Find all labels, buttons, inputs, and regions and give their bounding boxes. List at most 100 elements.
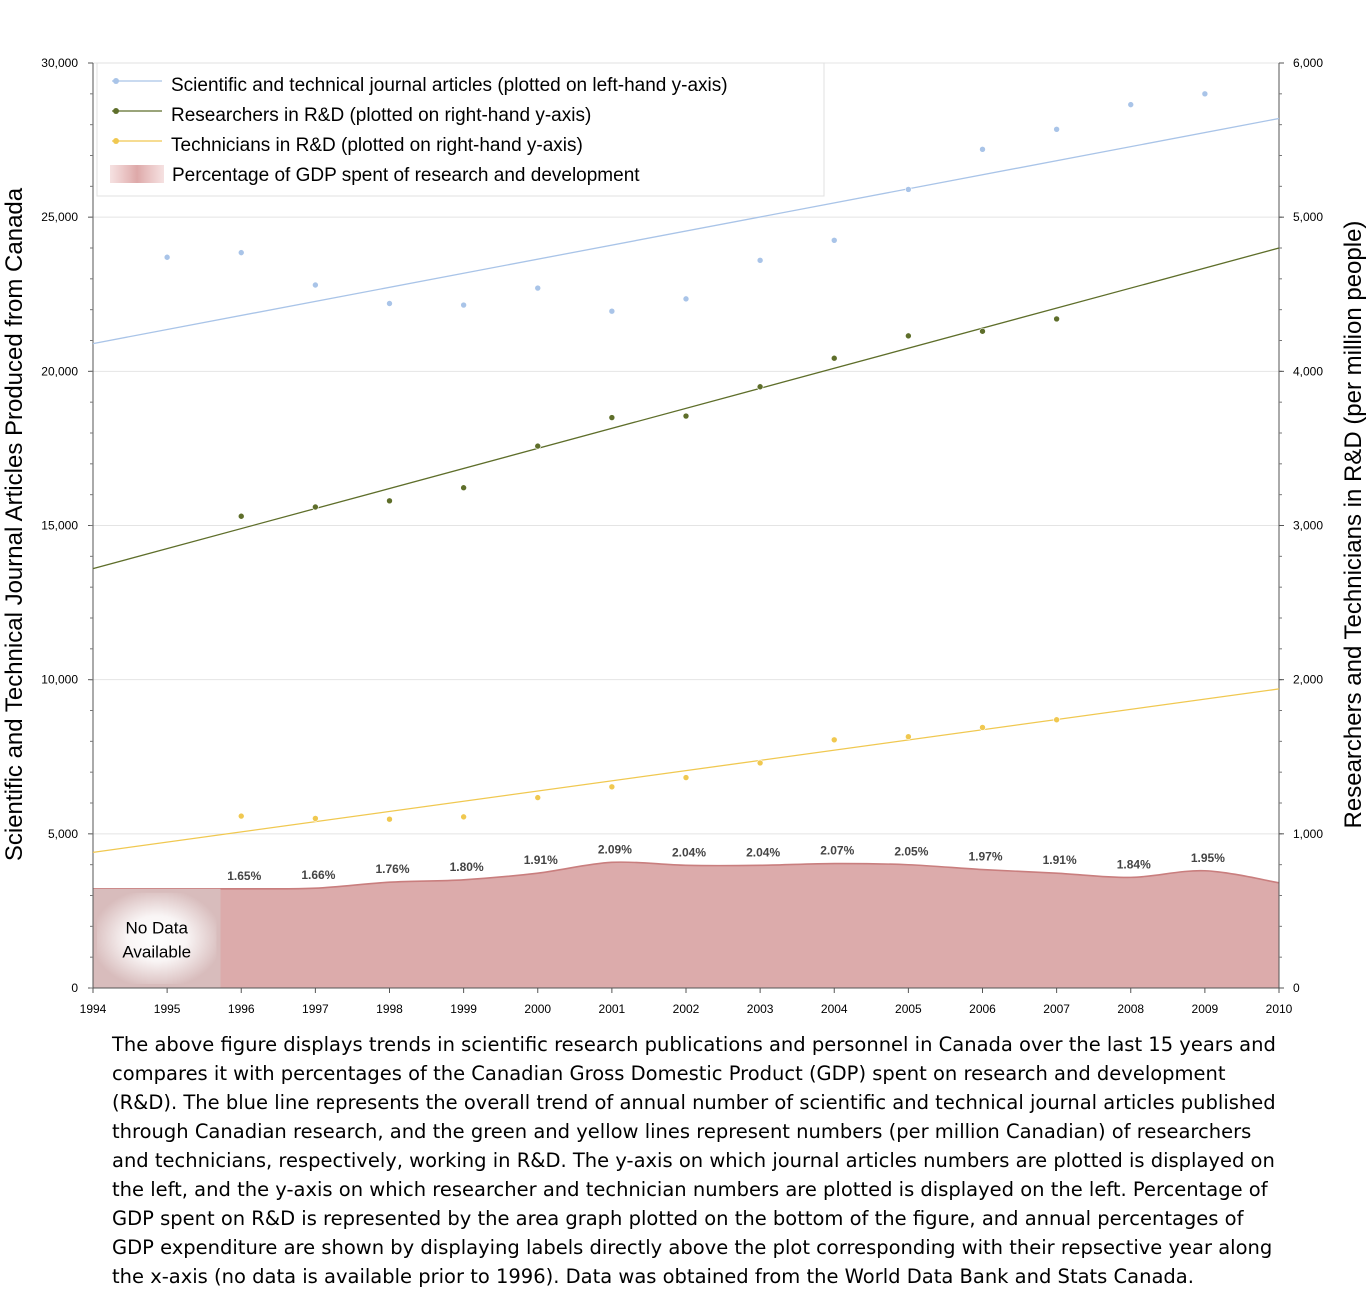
- left-tick-label: 5,000: [48, 827, 78, 841]
- left-axis-title: Scientific and Technical Journal Article…: [1, 187, 28, 861]
- data-point: [312, 281, 319, 289]
- data-point: [830, 236, 838, 244]
- chart: No Data Available 0 5,000 10,000 15,000 20,00…: [1, 56, 1367, 1016]
- data-point: [1127, 101, 1135, 108]
- data-point: [830, 354, 838, 362]
- data-point: [830, 736, 838, 744]
- data-point: [756, 257, 764, 264]
- data-point: [1201, 90, 1209, 98]
- trendline: [92, 688, 1280, 853]
- legend-label: Scientific and technical journal article…: [171, 75, 728, 96]
- data-point: [460, 484, 467, 492]
- x-tick-label: 2006: [969, 1002, 996, 1016]
- right-tick-label: 1,000: [1293, 827, 1323, 841]
- data-point: [682, 295, 690, 303]
- legend-swatch-area: [110, 165, 164, 183]
- gdp-percent-label: 1.66%: [301, 868, 335, 882]
- x-tick-label: 2002: [673, 1002, 700, 1016]
- legend-marker: [113, 138, 119, 144]
- gdp-percent-label: 1.97%: [968, 850, 1002, 864]
- legend-label: Percentage of GDP spent of research and …: [172, 165, 640, 186]
- gdp-area-series: No Data Available: [92, 861, 1280, 988]
- data-point: [534, 794, 542, 801]
- x-tick-label: 2003: [747, 1002, 774, 1016]
- data-point: [979, 724, 986, 731]
- no-data-glow: [97, 892, 217, 984]
- trendline: [92, 247, 1280, 570]
- data-point: [237, 512, 245, 520]
- data-point: [682, 774, 690, 781]
- left-tick-label: 10,000: [41, 673, 78, 687]
- right-tick-label: 3,000: [1293, 519, 1323, 533]
- left-tick-label: 20,000: [41, 364, 78, 378]
- right-tick-label: 6,000: [1293, 56, 1323, 70]
- gdp-percent-label: 1.91%: [524, 853, 558, 867]
- legend-box: [96, 62, 825, 197]
- data-point: [460, 813, 467, 821]
- x-tick-label: 2001: [599, 1002, 626, 1016]
- gdp-percent-label: 1.76%: [375, 862, 409, 876]
- x-tick-label: 2000: [524, 1002, 551, 1016]
- data-point: [460, 301, 467, 309]
- legend-marker: [113, 78, 119, 84]
- gdp-percent-label: 2.09%: [598, 842, 632, 856]
- gdp-percent-label: 2.05%: [894, 845, 928, 859]
- data-point: [237, 812, 245, 820]
- data-point: [312, 503, 319, 511]
- legend-label: Researchers in R&D (plotted on right-han…: [171, 105, 591, 126]
- right-tick-label: 0: [1293, 981, 1300, 995]
- legend: Scientific and technical journal article…: [96, 62, 825, 197]
- gdp-percent-label: 1.84%: [1117, 857, 1151, 871]
- gdp-percent-label: 1.80%: [450, 860, 484, 874]
- x-tick-label: 2005: [895, 1002, 922, 1016]
- right-tick-label: 5,000: [1293, 210, 1323, 224]
- left-tick-label: 25,000: [41, 210, 78, 224]
- x-tick-label: 1994: [80, 1002, 107, 1016]
- data-point: [1053, 125, 1060, 133]
- data-point: [1053, 315, 1060, 323]
- axis-titles: Scientific and Technical Journal Article…: [1, 187, 1367, 861]
- data-point: [979, 327, 986, 335]
- data-point: [608, 783, 616, 791]
- x-tick-label: 1995: [154, 1002, 181, 1016]
- gdp-percent-label: 2.04%: [672, 845, 706, 859]
- gdp-percent-label: 1.95%: [1191, 851, 1225, 865]
- data-point: [905, 186, 912, 193]
- data-point: [386, 300, 393, 307]
- scatter-points: [163, 90, 1209, 823]
- data-point: [1053, 716, 1060, 724]
- gdp-area-edge: [92, 861, 1280, 890]
- data-point: [534, 284, 542, 292]
- data-point: [237, 249, 245, 256]
- x-tick-label: 2010: [1266, 1002, 1293, 1016]
- x-tick-label: 1996: [228, 1002, 255, 1016]
- x-tick-label: 1997: [302, 1002, 329, 1016]
- axes: 0 5,000 10,000 15,000 20,000 25,000 30,000 0 1,0…: [41, 56, 1323, 1016]
- right-axis-title: Researchers and Technicians in R&D (per …: [1340, 221, 1367, 829]
- x-tick-label: 2009: [1192, 1002, 1219, 1016]
- data-point: [163, 253, 171, 261]
- x-tick-label: 2008: [1117, 1002, 1144, 1016]
- x-tick-label: 1998: [376, 1002, 403, 1016]
- right-tick-label: 2,000: [1293, 673, 1323, 687]
- data-point: [682, 412, 690, 420]
- legend-label: Technicians in R&D (plotted on right-han…: [171, 135, 583, 156]
- data-point: [386, 815, 393, 823]
- data-point: [312, 815, 319, 822]
- left-tick-label: 0: [71, 981, 78, 995]
- data-point: [979, 146, 986, 153]
- right-tick-label: 4,000: [1293, 364, 1323, 378]
- gdp-percent-label: 1.91%: [1043, 853, 1077, 867]
- trendlines: [92, 117, 1280, 853]
- legend-marker: [113, 108, 119, 114]
- x-tick-label: 1999: [450, 1002, 477, 1016]
- data-point: [905, 733, 912, 741]
- data-point: [534, 442, 542, 450]
- trendline: [92, 117, 1280, 345]
- x-tick-label: 2007: [1043, 1002, 1070, 1016]
- gdp-area: [93, 862, 1279, 988]
- data-point: [608, 307, 616, 315]
- data-point: [386, 497, 393, 505]
- left-tick-label: 15,000: [41, 519, 78, 533]
- gdp-percent-label: 2.04%: [746, 845, 780, 859]
